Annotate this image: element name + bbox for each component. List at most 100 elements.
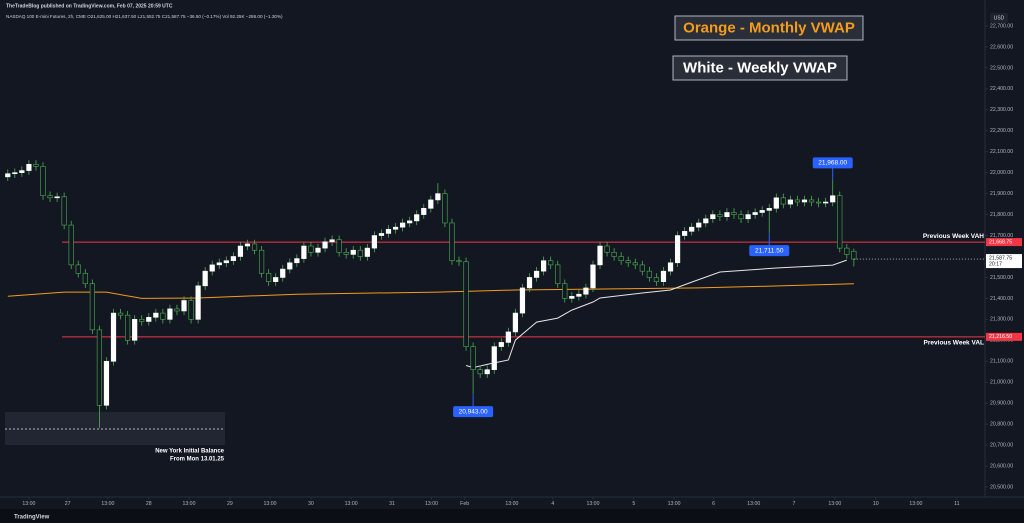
candle-body xyxy=(68,224,74,266)
x-tick-label: 28 xyxy=(146,501,152,507)
brand: TradingView xyxy=(14,515,50,521)
candle-body xyxy=(146,316,152,322)
candle-body xyxy=(40,166,46,197)
x-tick-label: 30 xyxy=(308,501,314,507)
x-tick-label: 13:00 xyxy=(668,501,681,507)
candle-body xyxy=(794,199,801,203)
candle-body xyxy=(526,277,533,289)
candle-body xyxy=(653,277,660,282)
session-label: New York Initial Balance xyxy=(155,449,224,455)
x-tick-label: 4 xyxy=(551,501,554,507)
candle-body xyxy=(498,342,504,347)
candle-body xyxy=(47,195,53,199)
candle-body xyxy=(541,260,547,272)
y-tick-label: 21,100.00 xyxy=(990,359,1013,365)
candle-body xyxy=(251,243,258,251)
level-label: Previous Week VAH xyxy=(923,233,984,240)
candle-body xyxy=(569,296,575,299)
candle-body xyxy=(625,260,631,264)
x-tick-label: 13:00 xyxy=(586,501,599,507)
x-tick-label: 13:00 xyxy=(345,501,358,507)
y-tick-label: 21,500.00 xyxy=(990,275,1013,281)
candle-body xyxy=(562,283,568,299)
candle-body xyxy=(823,201,829,204)
candle-body xyxy=(258,249,265,274)
candle-body xyxy=(336,239,342,253)
candle-body xyxy=(463,261,469,347)
candle-body xyxy=(61,196,67,226)
price-mark-label: 21,711.50 xyxy=(755,247,784,254)
x-tick-label: 11 xyxy=(954,501,959,507)
candle-body xyxy=(766,208,772,211)
candle-body xyxy=(442,193,448,224)
x-tick-label: 5 xyxy=(632,501,635,507)
candle-body xyxy=(456,260,462,263)
footer-bar xyxy=(0,509,1024,523)
y-tick-label: 21,800.00 xyxy=(990,212,1013,218)
y-tick-label: 21,900.00 xyxy=(990,191,1013,197)
y-tick-label: 21,300.00 xyxy=(990,317,1013,323)
candle-body xyxy=(54,196,60,199)
candle-body xyxy=(816,201,822,204)
candle-body xyxy=(273,277,279,282)
y-tick-label: 22,600.00 xyxy=(990,44,1013,50)
note-text: White - Weekly VWAP xyxy=(683,59,837,76)
candle-body xyxy=(421,208,427,215)
candle-body xyxy=(153,312,159,318)
candle-body xyxy=(357,249,363,257)
candle-body xyxy=(110,312,117,362)
x-tick-label: 10 xyxy=(873,501,879,507)
candle-body xyxy=(19,170,25,173)
y-tick-label: 20,600.00 xyxy=(990,463,1013,469)
candle-body xyxy=(167,308,173,320)
candle-body xyxy=(343,252,349,255)
currency-box xyxy=(990,13,1008,23)
candle-body xyxy=(96,329,103,406)
y-tick-label: 21,000.00 xyxy=(990,380,1013,386)
candle-body xyxy=(237,245,244,257)
y-tick-label: 20,500.00 xyxy=(990,484,1013,490)
plot: 20,500.00 20,600.00 20,700.00 20,800.00 20,9… xyxy=(5,15,1022,507)
currency: USD xyxy=(994,15,1005,21)
candle-body xyxy=(477,369,483,375)
candle-body xyxy=(414,214,420,222)
candle-body xyxy=(82,272,88,285)
y-tick-label: 21,400.00 xyxy=(990,296,1013,302)
price-mark-box xyxy=(812,157,853,169)
candle-body xyxy=(597,245,603,266)
candle-body xyxy=(308,245,314,253)
candle-body xyxy=(674,235,681,264)
candle-body xyxy=(837,195,843,249)
candle-body xyxy=(512,312,519,333)
candle-body xyxy=(717,214,723,217)
y-tick-label: 22,100.00 xyxy=(990,149,1013,155)
candle-body xyxy=(280,268,286,278)
x-tick-label: 13:00 xyxy=(182,501,195,507)
candle-body xyxy=(428,199,434,209)
candle-body xyxy=(519,287,526,314)
x-tick-label: 13:00 xyxy=(909,501,922,507)
candle-body xyxy=(696,222,702,228)
candle-body xyxy=(371,235,377,249)
x-tick-label: 7 xyxy=(792,501,795,507)
candle-body xyxy=(188,300,194,320)
candle-body xyxy=(773,197,779,209)
candle-body xyxy=(364,247,370,257)
y-tick-label: 20,700.00 xyxy=(990,442,1013,448)
candle-body xyxy=(639,264,645,272)
note-text: Orange - Monthly VWAP xyxy=(683,19,855,36)
candle-body xyxy=(33,163,39,167)
candle-body xyxy=(830,195,836,203)
candle-body xyxy=(780,197,786,205)
candle-body xyxy=(195,285,201,320)
candle-body xyxy=(505,331,511,343)
y-tick-label: 22,500.00 xyxy=(990,65,1013,71)
x-tick-label: Feb xyxy=(460,501,469,507)
candle-body xyxy=(26,163,32,171)
candle-body xyxy=(132,319,138,341)
candle-body xyxy=(611,252,617,257)
last-price: 21,587.75 xyxy=(989,255,1012,261)
candle-body xyxy=(449,222,455,261)
